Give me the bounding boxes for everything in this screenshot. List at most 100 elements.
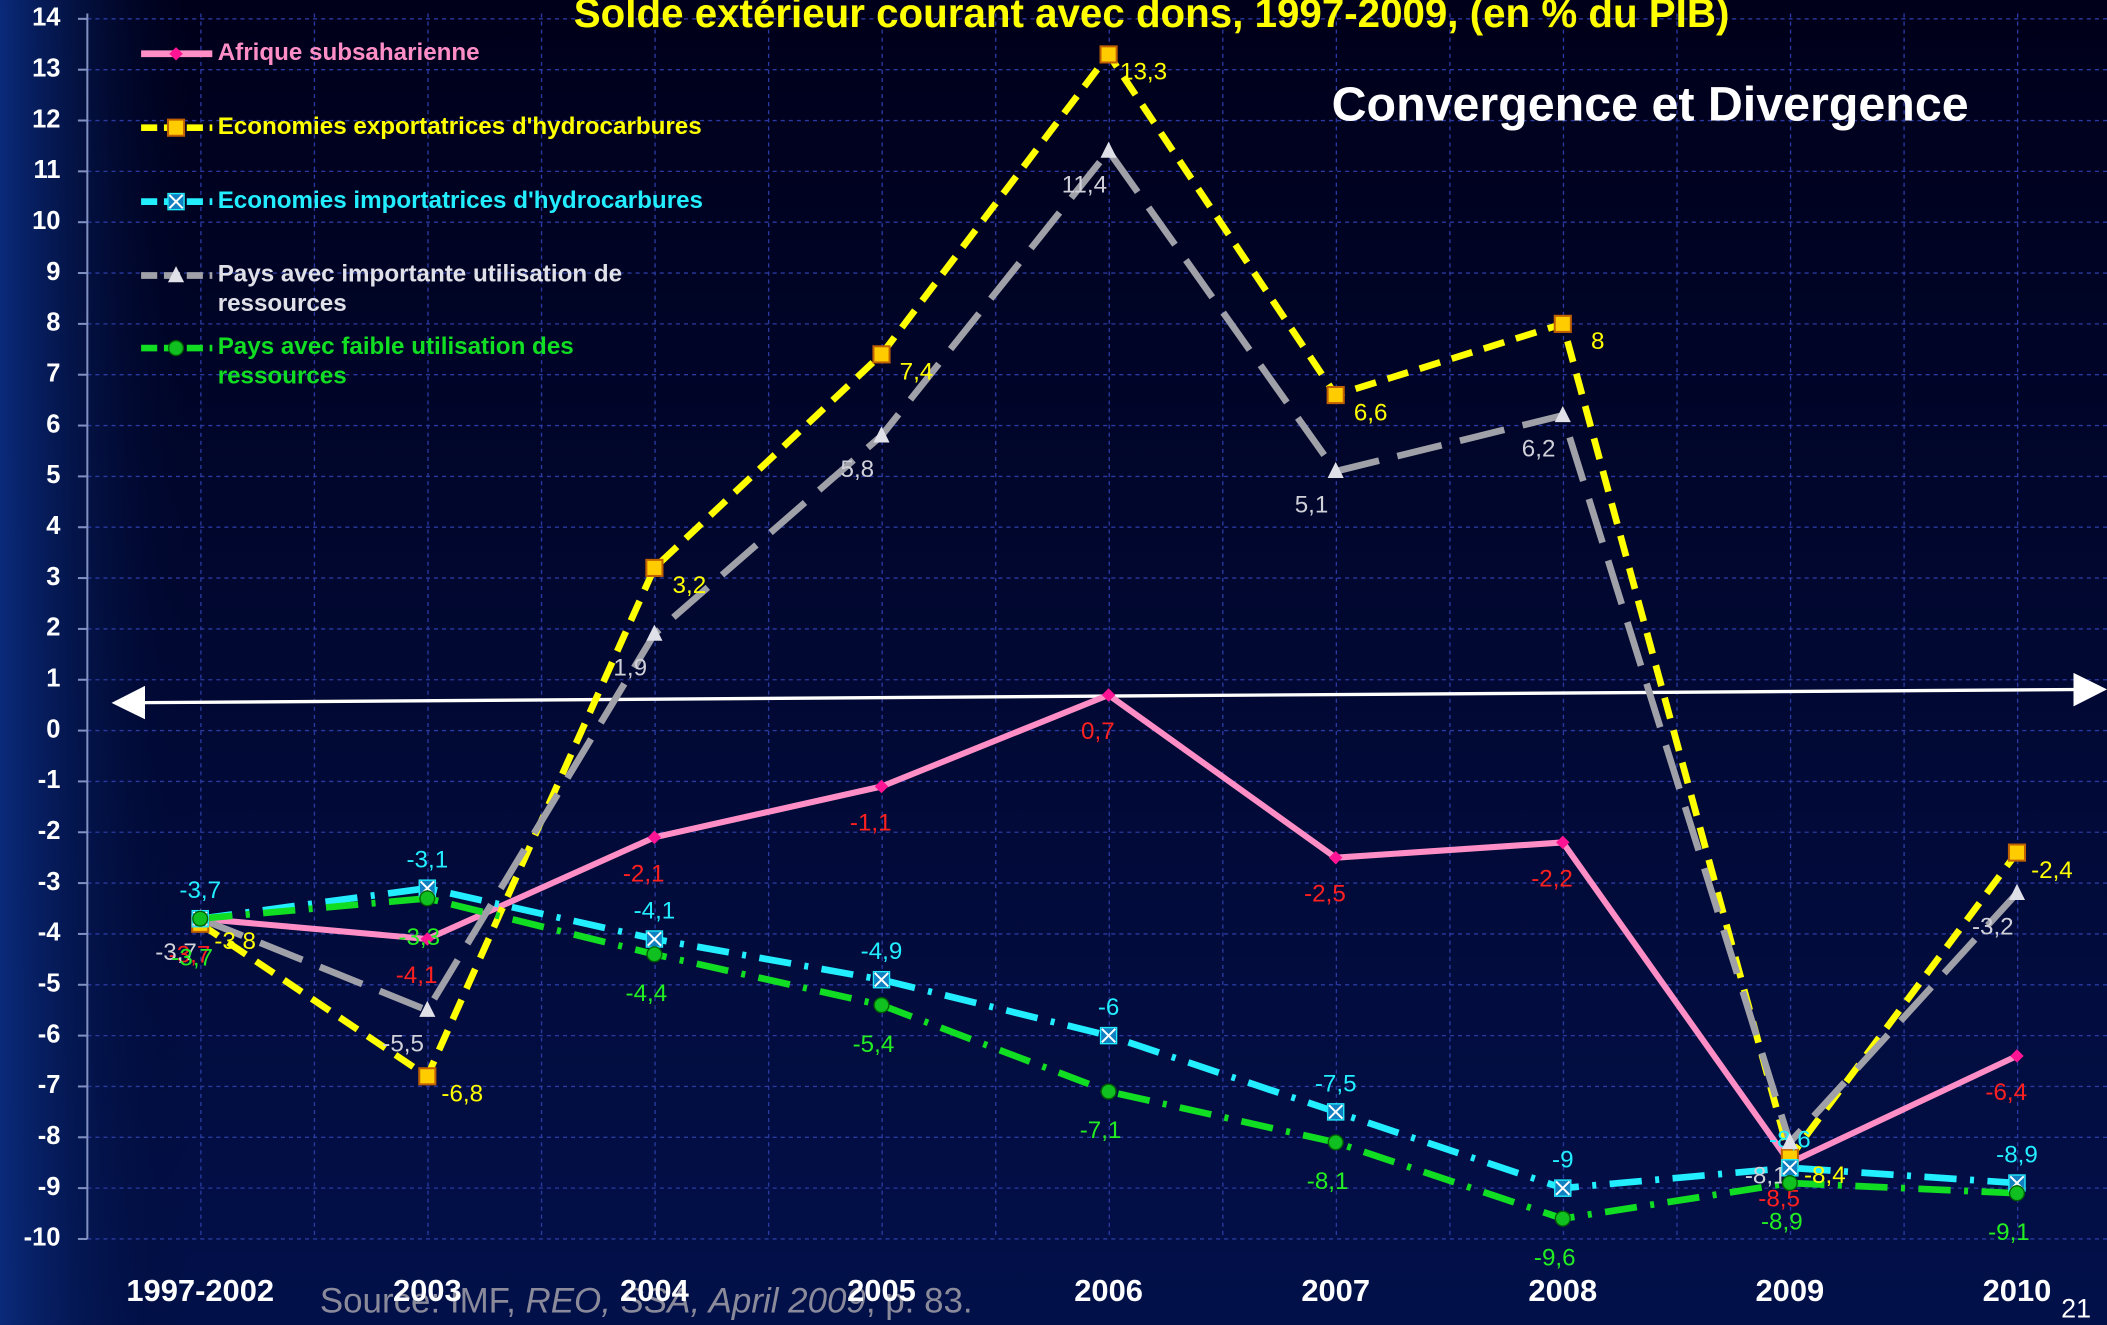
marker <box>169 47 183 61</box>
data-label: 5,8 <box>841 456 875 483</box>
data-label: 1,9 <box>613 654 647 681</box>
marker <box>1101 688 1116 702</box>
data-label: -4,9 <box>861 938 903 965</box>
y-tick-label: -2 <box>38 817 61 845</box>
y-tick-label: 14 <box>32 4 61 32</box>
x-tick-label: 2010 <box>1983 1273 2052 1308</box>
data-label: -5,4 <box>853 1031 895 1058</box>
marker <box>1781 1174 1798 1192</box>
data-label: -4,1 <box>634 898 676 925</box>
legend-label: Pays avec importante utilisation de ress… <box>218 261 629 318</box>
marker <box>1327 461 1344 479</box>
y-tick-label: 0 <box>46 715 60 743</box>
data-label: 5,1 <box>1295 492 1329 519</box>
y-tick-label: -3 <box>38 868 61 896</box>
marker <box>167 266 185 283</box>
marker <box>1100 1083 1117 1100</box>
marker <box>872 970 891 989</box>
data-label: -6,8 <box>441 1080 483 1107</box>
x-tick-label: 2008 <box>1528 1273 1597 1308</box>
marker-cross <box>1101 1028 1117 1044</box>
marker <box>2010 1049 2024 1063</box>
data-label: 6,2 <box>1522 436 1556 463</box>
y-tick-label: 1 <box>46 664 60 692</box>
marker <box>1326 385 1345 405</box>
marker <box>873 997 890 1014</box>
data-label: -1,1 <box>850 810 892 837</box>
y-tick-label: 12 <box>32 105 60 133</box>
marker-cross <box>646 931 662 947</box>
plot: -3,7-4,1-2,1-1,10,7-2,5-2,2-8,5-6,4-3,8-… <box>155 45 2073 1271</box>
x-tick-label: 2005 <box>847 1273 916 1308</box>
legend-label: Afrique subsaharienne <box>218 39 480 66</box>
marker <box>2008 1185 2026 1202</box>
y-tick-label: 5 <box>46 461 60 489</box>
marker <box>873 426 890 443</box>
marker <box>1099 45 1118 64</box>
marker <box>1100 141 1117 158</box>
data-label: 7,4 <box>900 359 934 386</box>
y-tick-label: -10 <box>24 1224 61 1252</box>
chart-title: Solde extérieur courant avec dons, 1997-… <box>574 0 1730 36</box>
marker <box>418 1067 437 1086</box>
data-label: -3,7 <box>179 877 221 904</box>
y-tick-label: 11 <box>33 156 60 184</box>
series-line <box>198 147 2020 1146</box>
legend-label: Economies exportatrices d'hydrocarbures <box>218 113 702 140</box>
data-label: -2,5 <box>1304 881 1346 908</box>
marker <box>1328 850 1343 865</box>
legend: Afrique subsaharienne Economies exportatr… <box>141 39 703 390</box>
data-label: -9,6 <box>1534 1244 1576 1271</box>
legend-label: Economies importatrices d'hydrocarbures <box>218 187 703 214</box>
data-label: 13,3 <box>1120 59 1167 86</box>
data-label: -3,7 <box>155 939 197 966</box>
marker <box>2008 883 2026 900</box>
data-label: 0,7 <box>1081 718 1115 745</box>
source: Source: IMF, REO, SSA, April 2009, p. 83… <box>320 1282 973 1321</box>
marker-cross <box>1782 1160 1798 1176</box>
marker <box>1099 1026 1118 1045</box>
y-tick-label: 3 <box>46 563 60 591</box>
background-strip <box>0 0 189 1325</box>
data-label: 11,4 <box>1062 171 1107 198</box>
marker <box>1781 1132 1798 1150</box>
marker <box>1326 1103 1345 1121</box>
y-tick-label: 8 <box>46 309 60 337</box>
marker-cross <box>1555 1180 1571 1196</box>
marker <box>1554 405 1571 423</box>
data-label: -5,5 <box>382 1031 424 1058</box>
series-line <box>199 894 2018 1222</box>
marker <box>420 932 435 946</box>
marker <box>166 118 186 137</box>
data-label: -2,2 <box>1531 865 1573 892</box>
marker <box>1553 314 1572 333</box>
marker <box>1781 1159 1799 1177</box>
legend-label-line: ressources <box>218 363 347 390</box>
marker <box>872 345 891 364</box>
data-label: -3,1 <box>406 847 448 874</box>
marker <box>646 946 663 963</box>
y-tick-label: 7 <box>46 359 60 387</box>
y-tick-label: 13 <box>32 54 60 82</box>
x-tick-label: 2004 <box>620 1273 690 1308</box>
y-tick-label: -5 <box>38 970 61 998</box>
data-label: -8,9 <box>1761 1209 1803 1236</box>
marker <box>646 624 663 641</box>
marker <box>647 830 662 845</box>
data-label: -9 <box>1552 1147 1574 1174</box>
source-part: Source: IMF, <box>320 1282 526 1321</box>
data-label: -3,3 <box>398 924 440 951</box>
marker <box>167 192 185 211</box>
marker <box>419 1000 436 1017</box>
data-label: -3,2 <box>1972 914 2014 941</box>
data-label: -4,1 <box>396 962 438 989</box>
x-tick-label: 2009 <box>1756 1273 1825 1308</box>
marker <box>1327 1134 1344 1151</box>
marker <box>874 779 889 794</box>
data-label: -8,9 <box>1996 1142 2038 1169</box>
annotation: Convergence et Divergence <box>1332 77 1969 131</box>
data-label: -8,1 <box>1745 1163 1787 1190</box>
marker <box>2007 843 2027 862</box>
